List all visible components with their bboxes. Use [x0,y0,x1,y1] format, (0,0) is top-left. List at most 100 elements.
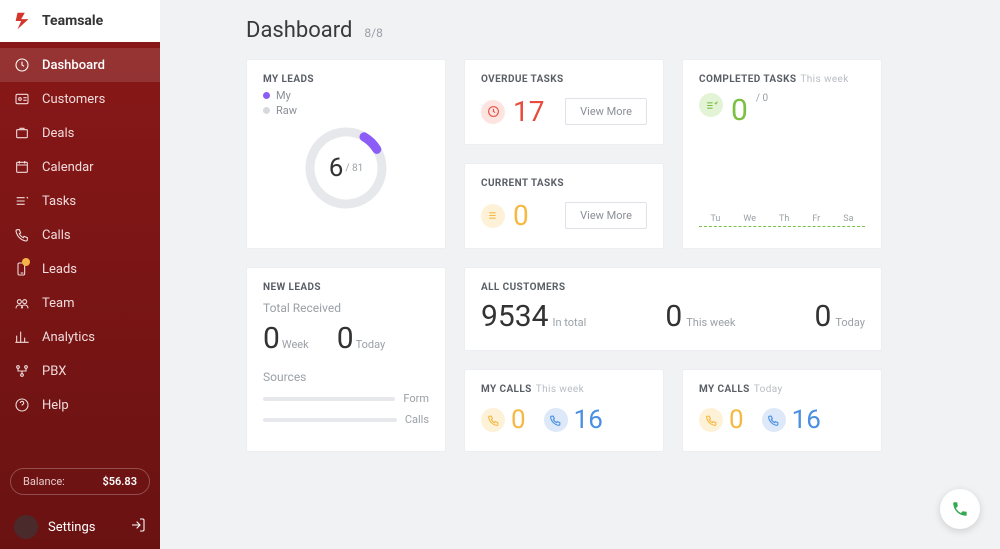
card-title: MY LEADS [263,74,429,85]
pbx-icon [14,363,30,379]
stat-label: In total [552,316,586,329]
source-label: Form [403,392,429,405]
call-outgoing: 0 [481,405,526,435]
sidebar-item-dashboard[interactable]: Dashboard [0,48,160,82]
sidebar-item-analytics[interactable]: Analytics [0,320,160,354]
sidebar-item-help[interactable]: Help [0,388,160,422]
source-label: Calls [405,413,429,426]
sidebar-item-leads[interactable]: Leads [0,252,160,286]
customer-stat: 9534 In total [481,299,586,334]
deals-icon [14,125,30,141]
main: Dashboard 8/8 MY LEADS MyRaw 6 / 81 [160,0,1000,549]
card-my-leads: MY LEADS MyRaw 6 / 81 [246,59,446,249]
legend-dot [263,92,270,99]
card-completed-tasks: COMPLETED TASKSThis week 0 / 0 TuWeThFrS… [682,59,882,249]
balance-label: Balance: [23,475,65,488]
avatar[interactable] [14,515,38,539]
nav-label: Calls [42,228,71,243]
source-row: Form [263,392,429,405]
help-icon [14,397,30,413]
leads-legend: MyRaw [263,89,429,117]
page-header: Dashboard 8/8 [246,18,972,43]
call-outgoing: 0 [699,405,744,435]
brand-name: Teamsale [42,13,103,29]
call-value: 16 [792,405,821,435]
legend-dot [263,107,270,114]
card-title: OVERDUE TASKS [481,74,647,85]
sidebar-item-deals[interactable]: Deals [0,116,160,150]
nav-label: Calendar [42,160,94,175]
dashboard-icon [14,57,30,73]
legend-item: My [263,89,429,102]
weekday-label: We [743,214,756,224]
sources-label: Sources [263,370,429,384]
card-title: CURRENT TASKS [481,178,647,189]
logo-bar: Teamsale [0,0,160,42]
sidebar-item-calendar[interactable]: Calendar [0,150,160,184]
sources-list: Form Calls [263,392,429,426]
card-title: NEW LEADS [263,282,429,293]
call-value: 0 [511,405,526,435]
analytics-icon [14,329,30,345]
weekday-label: Fr [812,214,820,224]
nav-label: Deals [42,126,74,141]
customer-stat: 0 This week [665,299,735,334]
sidebar-item-team[interactable]: Team [0,286,160,320]
customers-row: 9534In total0This week0Today [481,299,865,334]
card-all-customers: ALL CUSTOMERS 9534In total0This week0Tod… [464,267,882,351]
nav-label: Analytics [42,330,95,345]
nav-label: Tasks [42,194,76,209]
calls-row: 0 16 [699,405,865,435]
card-title: COMPLETED TASKSThis week [699,74,865,85]
nav-label: Customers [42,92,105,107]
stat-value: 9534 [481,299,548,334]
sidebar-item-customers[interactable]: Customers [0,82,160,116]
current-value: 0 [513,199,529,232]
call-value: 16 [574,405,603,435]
leads-donut-chart: 6 / 81 [301,123,391,213]
page-counter: 8/8 [364,26,382,40]
nav: Dashboard Customers Deals Calendar Tasks Call… [0,42,160,458]
phone-outgoing-icon [481,408,505,432]
sidebar-item-calls[interactable]: Calls [0,218,160,252]
card-title: ALL CUSTOMERS [481,282,865,293]
view-more-button[interactable]: View More [565,98,647,125]
logout-icon[interactable] [130,517,146,537]
call-incoming: 16 [544,405,603,435]
card-my-calls-week: MY CALLSThis week 0 16 [464,369,664,452]
card-title: MY CALLSThis week [481,384,647,395]
card-my-calls-today: MY CALLSToday 0 16 [682,369,882,452]
balance-value: $56.83 [102,475,137,488]
team-icon [14,295,30,311]
view-more-button[interactable]: View More [565,202,647,229]
source-bar [263,418,397,422]
call-incoming: 16 [762,405,821,435]
customers-icon [14,91,30,107]
overdue-icon [481,100,505,124]
received-label: Total Received [263,301,429,315]
nav-badge [22,258,30,266]
calls-icon [14,227,30,243]
weekday-axis: TuWeThFrSa [699,214,865,227]
page-title: Dashboard [246,18,352,43]
settings-label[interactable]: Settings [48,520,95,535]
nav-label: PBX [42,364,66,379]
weekday-label: Sa [843,214,853,224]
nav-label: Leads [42,262,77,277]
overdue-value: 17 [513,95,544,128]
card-title: MY CALLSToday [699,384,865,395]
stat-value: 0 [665,299,682,334]
balance-pill[interactable]: Balance: $56.83 [10,468,150,495]
tasks-icon [14,193,30,209]
card-overdue-tasks: OVERDUE TASKS 17 View More [464,59,664,145]
current-icon [481,204,505,228]
phone-outgoing-icon [699,408,723,432]
call-fab-button[interactable] [940,489,980,529]
sidebar-item-pbx[interactable]: PBX [0,354,160,388]
phone-incoming-icon [544,408,568,432]
today-value: 0 [337,321,354,356]
stat-label: This week [686,316,735,329]
donut-value: 6 [329,153,344,183]
sidebar-item-tasks[interactable]: Tasks [0,184,160,218]
nav-label: Dashboard [42,58,105,73]
